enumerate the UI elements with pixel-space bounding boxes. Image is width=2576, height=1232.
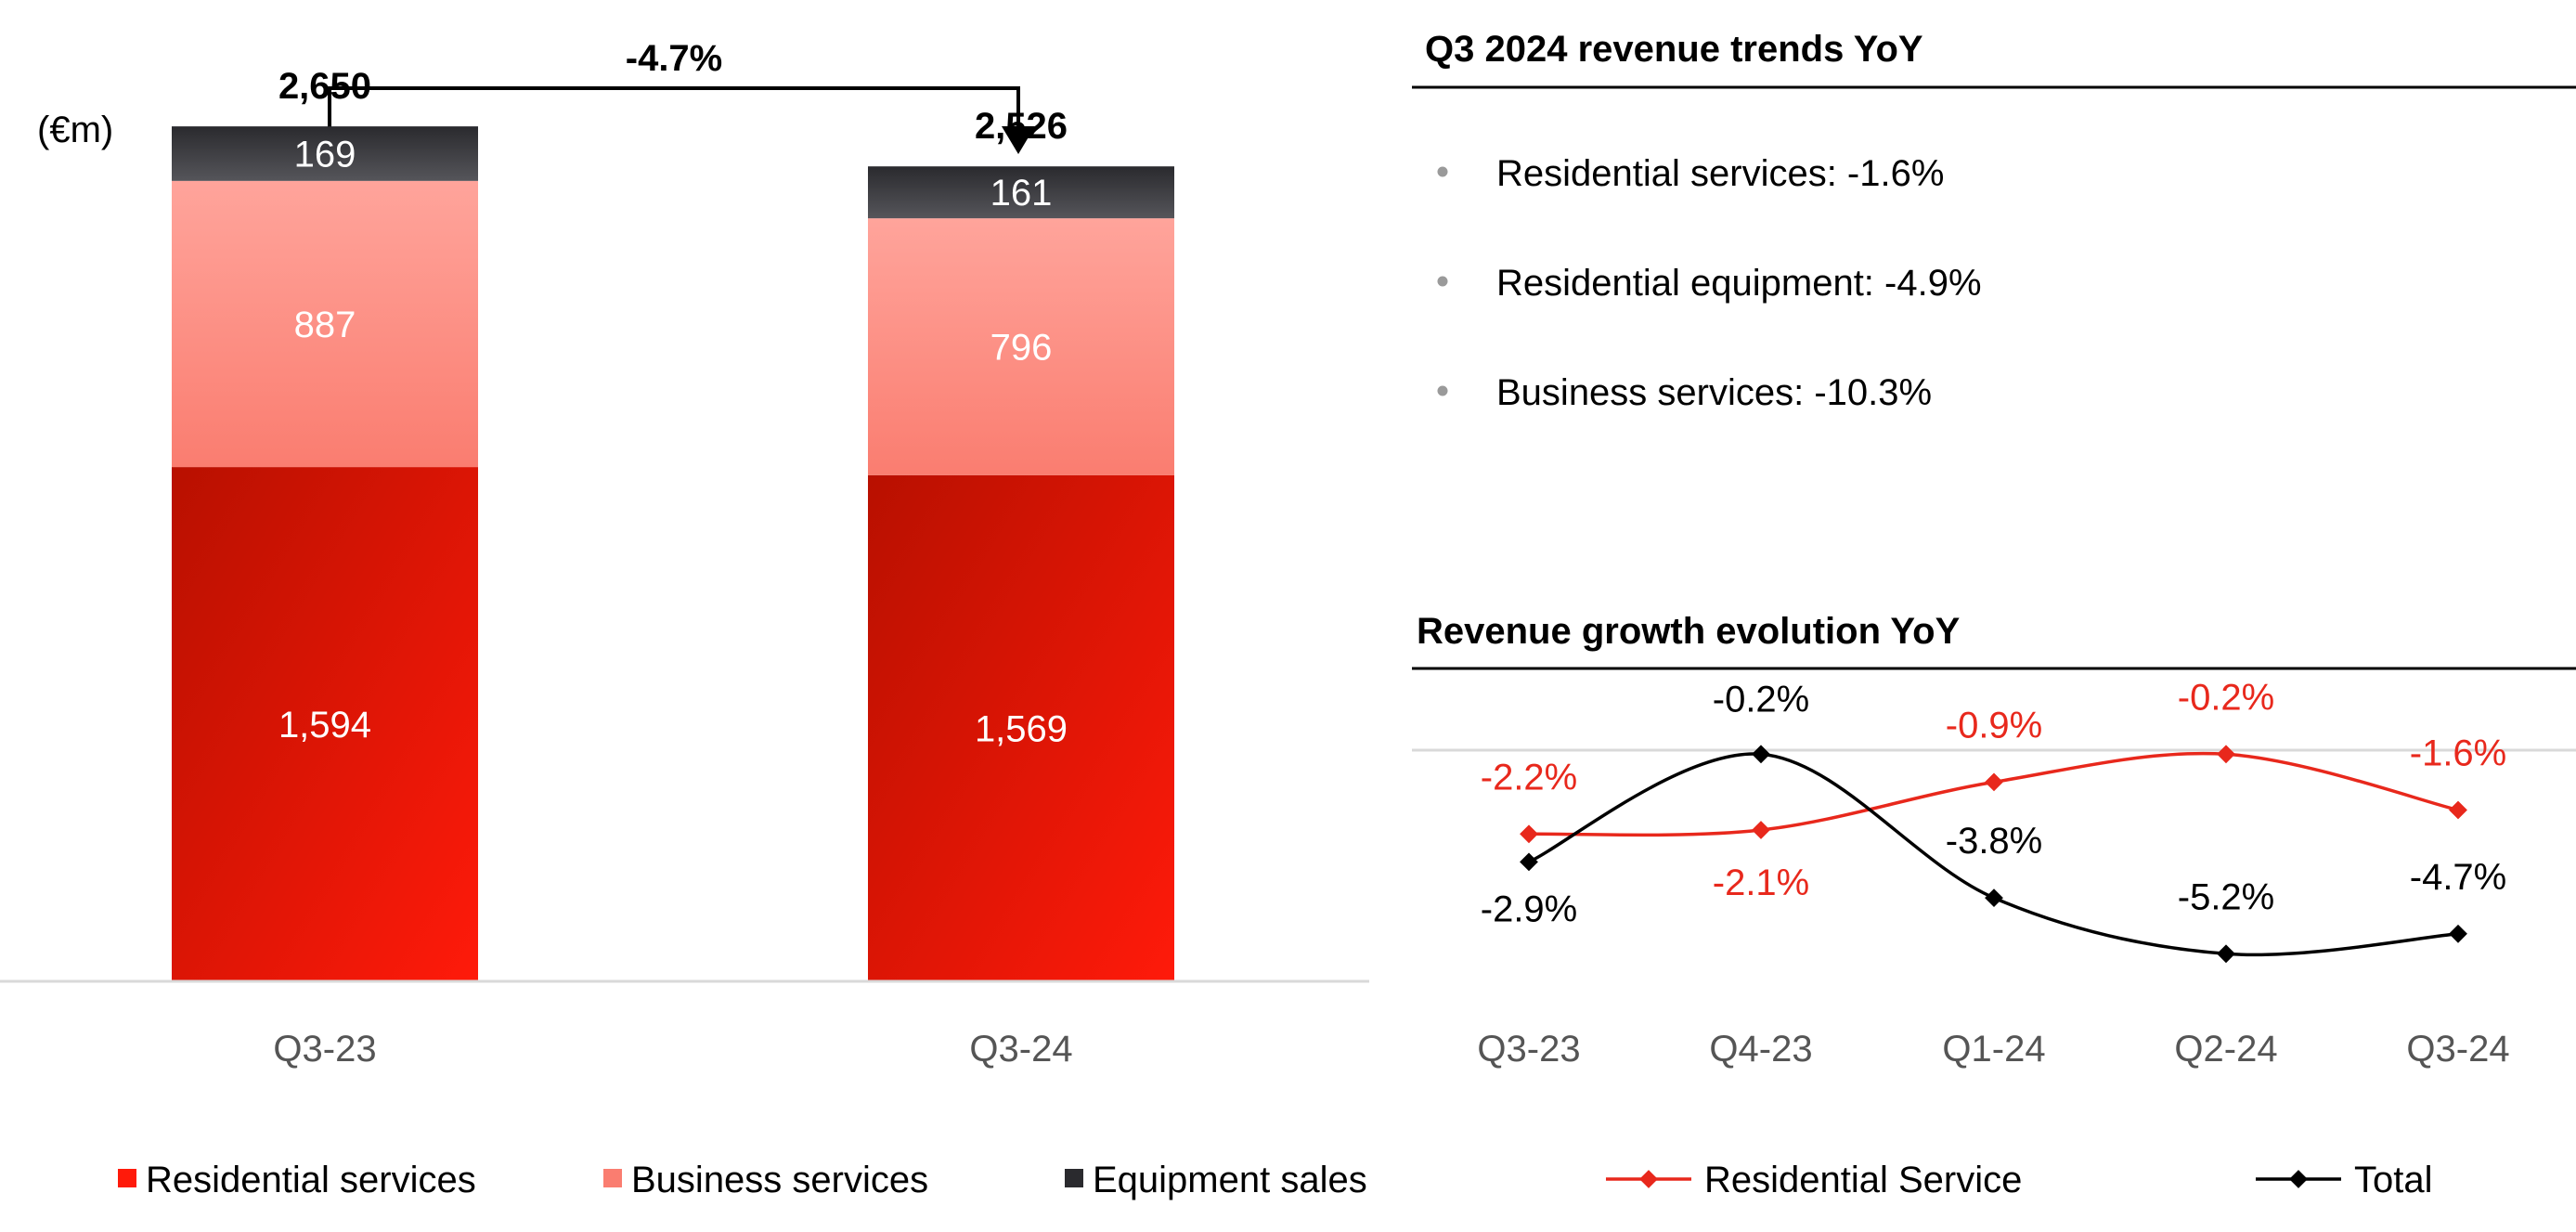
- bar-segment-equipment: [172, 126, 478, 181]
- bar-value-label: 1,569: [975, 708, 1068, 749]
- legend-swatch: [118, 1169, 136, 1187]
- point-total: [1985, 888, 2003, 907]
- change-bracket: [328, 86, 1035, 154]
- bar-segment-equipment: [868, 166, 1174, 219]
- x-tick-label: Q3-24: [969, 1029, 1072, 1070]
- data-label-residential-service: -0.9%: [1946, 705, 2043, 746]
- trend-item: Residential services: -1.6%: [1496, 153, 1944, 194]
- data-label-residential-service: -0.2%: [2178, 677, 2275, 718]
- x-tick-label: Q4-23: [1709, 1029, 1812, 1070]
- bullet-icon: [1437, 166, 1448, 177]
- data-label-residential-service: -1.6%: [2410, 733, 2507, 774]
- point-residential-service: [1752, 821, 1770, 839]
- unit-label: (€m): [37, 110, 113, 150]
- bar-segment-residential: [868, 474, 1174, 982]
- x-tick-label: Q3-23: [1477, 1029, 1580, 1070]
- point-total: [2449, 924, 2467, 943]
- bar-value-label: 887: [294, 305, 356, 345]
- bar-value-label: 161: [990, 173, 1053, 214]
- legend-equipment-sales: Equipment sales: [1093, 1160, 1367, 1200]
- trends-title: Q3 2024 revenue trends YoY: [1425, 29, 1923, 70]
- x-tick-label: Q1-24: [1942, 1029, 2045, 1070]
- bar-total-label: 2,650: [278, 66, 371, 107]
- bar-segment-residential: [172, 467, 478, 982]
- data-label-total: -4.7%: [2410, 857, 2507, 898]
- x-tick-label: Q2-24: [2174, 1029, 2277, 1070]
- legend-residential-service: Residential Service: [1704, 1160, 2022, 1200]
- bar-value-label: 1,594: [278, 705, 371, 746]
- line-chart: -2.2% -2.1% -0.9% -0.2% -1.6% -2.9% -0.2% -3.8%…: [1477, 677, 2509, 1070]
- bar-segment-business: [172, 180, 478, 468]
- x-tick-label: Q3-23: [273, 1029, 376, 1070]
- data-label-total: -3.8%: [1946, 821, 2043, 862]
- trends-list: Residential services: -1.6% Residential e…: [1437, 153, 1982, 413]
- legend-marker: [2289, 1170, 2308, 1188]
- line-total: [1528, 752, 2459, 957]
- point-residential-service: [1985, 772, 2003, 792]
- legend-residential-services: Residential services: [146, 1160, 476, 1200]
- legend-swatch: [603, 1169, 622, 1187]
- legend: Residential services Business services Equ…: [118, 1160, 2433, 1200]
- data-label-total: -0.2%: [1713, 679, 1810, 720]
- bullet-icon: [1437, 276, 1448, 287]
- bar-value-label: 169: [294, 134, 356, 175]
- trend-item: Business services: -10.3%: [1496, 372, 1932, 413]
- point-residential-service: [2449, 800, 2467, 820]
- stacked-bar-chart: 1,594 887 169 2,650 Q3-23 1,569 796 161 2,526 Q3-…: [172, 66, 1174, 1070]
- point-residential-service: [2217, 745, 2235, 764]
- point-residential-service: [1520, 824, 1538, 844]
- line-chart-title: Revenue growth evolution YoY: [1417, 611, 1961, 652]
- trend-item: Residential equipment: -4.9%: [1496, 263, 1982, 304]
- point-total: [1752, 745, 1770, 764]
- legend-business-services: Business services: [631, 1160, 928, 1200]
- data-label-total: -5.2%: [2178, 876, 2275, 917]
- legend-swatch: [1065, 1169, 1083, 1187]
- point-total: [2217, 944, 2235, 964]
- change-label: -4.7%: [626, 38, 723, 79]
- point-total: [1520, 852, 1538, 872]
- data-label-residential-service: -2.1%: [1713, 862, 1810, 903]
- legend-marker: [1639, 1170, 1658, 1188]
- bar-total-label: 2,526: [975, 106, 1068, 147]
- bar-value-label: 796: [990, 327, 1053, 368]
- bar-segment-business: [868, 218, 1174, 475]
- data-label-residential-service: -2.2%: [1481, 757, 1578, 798]
- legend-total: Total: [2354, 1160, 2433, 1200]
- data-label-total: -2.9%: [1481, 888, 1578, 929]
- x-tick-label: Q3-24: [2406, 1029, 2509, 1070]
- bullet-icon: [1437, 385, 1448, 396]
